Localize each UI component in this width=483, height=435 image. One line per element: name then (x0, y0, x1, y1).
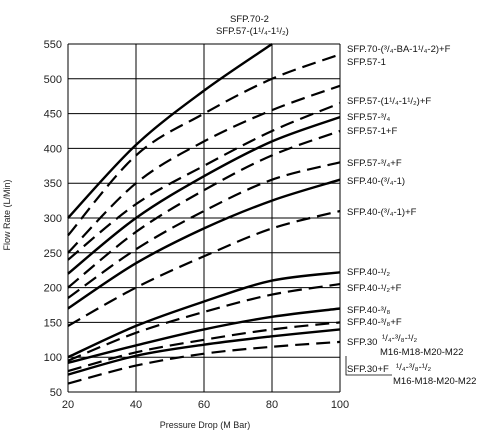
series-line-8 (67, 209, 341, 327)
y-tick-label-0: 50 (50, 387, 62, 399)
y-tick-label-9: 500 (44, 74, 62, 86)
label-sfp30-f-sizes: ¹/₄-³/₈-¹/₂ (396, 362, 432, 373)
label-sfp57-3-4-f: SFP.57-³/₄+F (347, 158, 402, 169)
label-sfp57-1: SFP.57-1 (347, 57, 386, 68)
series-lines (67, 43, 341, 385)
x-axis-title: Pressure Drop (M Bar) (160, 420, 251, 430)
x-tick-label-4: 100 (331, 399, 349, 411)
label-sfp30-f-threads: M16-M18-M20-M22 (393, 376, 476, 387)
y-axis-title: Flow Rate (L/Min) (2, 179, 12, 250)
series-line-4 (67, 115, 341, 275)
label-sfp70-2: SFP.70-2 (230, 14, 269, 25)
series-labels: SFP.70-2 SFP.57-(1¹/₄-1¹/₂) SFP.70-(³/₄-… (216, 14, 476, 387)
y-tick-label-8: 450 (44, 109, 62, 121)
series-line-11 (67, 307, 341, 364)
label-sfp40-1-2: SFP.40-¹/₂ (347, 267, 390, 278)
x-tick-label-1: 40 (130, 399, 142, 411)
series-line-9 (67, 271, 341, 359)
label-sfp40-3-4-1-f: SFP.40-(³/₄-1)+F (347, 207, 417, 218)
series-line-0 (67, 43, 273, 219)
label-sfp40-3-8-f: SFP.40-³/₈+F (347, 317, 402, 328)
x-tick-label-3: 80 (266, 399, 278, 411)
series-line-5 (67, 129, 341, 289)
label-bracket (345, 356, 392, 376)
label-sfp40-1-2-f: SFP.40-¹/₂+F (347, 283, 402, 294)
label-sfp40-3-8: SFP.40-³/₈ (347, 305, 390, 316)
series-line-1 (67, 53, 341, 237)
label-sfp30-sizes: ¹/₄-³/₈-¹/₂ (382, 333, 418, 344)
y-tick-label-6: 350 (44, 178, 62, 190)
series-line-10 (67, 283, 341, 362)
series-line-7 (67, 178, 341, 310)
y-tick-label-10: 550 (44, 39, 62, 51)
label-sfp57-1-1-4: SFP.57-(1¹/₄-1¹/₂) (216, 26, 289, 37)
label-sfp70-ba-f: SFP.70-(³/₄-BA-1¹/₄-2)+F (347, 44, 451, 55)
series-line-13 (67, 328, 341, 376)
y-tick-label-7: 400 (44, 143, 62, 155)
label-sfp57-3-4: SFP.57-³/₄ (347, 112, 390, 123)
label-sfp57-1-1-4-f: SFP.57-(1¹/₄-1¹/₂)+F (347, 96, 431, 107)
y-tick-label-4: 250 (44, 248, 62, 260)
label-sfp40-3-4-1: SFP.40-(³/₄-1) (347, 176, 405, 187)
x-tick-label-2: 60 (198, 399, 210, 411)
label-sfp57-1-f: SFP.57-1+F (347, 126, 397, 137)
y-tick-label-2: 150 (44, 317, 62, 329)
series-line-3 (67, 102, 341, 261)
series-line-6 (67, 161, 341, 299)
series-line-14 (67, 340, 341, 385)
x-tick-label-0: 20 (62, 399, 74, 411)
y-tick-label-5: 300 (44, 213, 62, 225)
label-sfp30: SFP.30 (347, 337, 377, 348)
series-line-12 (67, 321, 341, 373)
series-line-2 (67, 84, 341, 254)
label-sfp30-threads: M16-M18-M20-M22 (380, 347, 463, 358)
y-tick-label-1: 100 (44, 352, 62, 364)
label-sfp30-f: SFP.30+F (347, 364, 389, 375)
y-tick-label-3: 200 (44, 283, 62, 295)
tick-labels: 50 100 150 200 250 300 350 400 450 500 550 20 40 60 80… (44, 39, 350, 411)
